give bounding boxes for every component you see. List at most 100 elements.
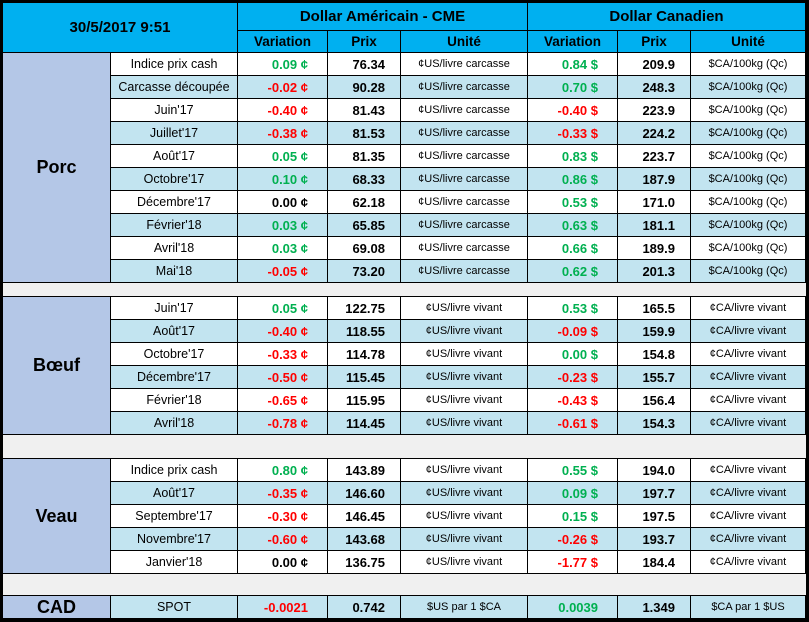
ca-variation: 0.84 $ xyxy=(528,53,618,76)
row-label: Novembre'17 xyxy=(111,528,238,551)
ca-price: 155.7 xyxy=(618,366,691,389)
ca-variation: 0.53 $ xyxy=(528,191,618,214)
row-label: Juin'17 xyxy=(111,297,238,320)
ca-unit: ¢CA/livre vivant xyxy=(691,320,806,343)
ca-price: 154.8 xyxy=(618,343,691,366)
ca-unit: ¢CA/livre vivant xyxy=(691,551,806,574)
ca-variation: 0.86 $ xyxy=(528,168,618,191)
us-price: 73.20 xyxy=(328,260,401,283)
ca-variation: -0.43 $ xyxy=(528,389,618,412)
ca-unit: $CA/100kg (Qc) xyxy=(691,168,806,191)
section-gap xyxy=(3,574,806,596)
section-label: Veau xyxy=(3,459,111,574)
us-price: 68.33 xyxy=(328,168,401,191)
ca-unit: $CA/100kg (Qc) xyxy=(691,145,806,168)
row-label: Avril'18 xyxy=(111,237,238,260)
us-variation: -0.78 ¢ xyxy=(238,412,328,435)
us-unit: ¢US/livre vivant xyxy=(401,528,528,551)
row-label: Décembre'17 xyxy=(111,191,238,214)
us-unit: ¢US/livre vivant xyxy=(401,505,528,528)
ca-variation: 0.15 $ xyxy=(528,505,618,528)
us-unit: ¢US/livre carcasse xyxy=(401,168,528,191)
cad-variation-col-header: Variation xyxy=(528,31,618,53)
us-unit: ¢US/livre vivant xyxy=(401,389,528,412)
ca-price: 184.4 xyxy=(618,551,691,574)
us-price: 69.08 xyxy=(328,237,401,260)
us-variation: 0.80 ¢ xyxy=(238,459,328,482)
ca-price: 171.0 xyxy=(618,191,691,214)
ca-price: 187.9 xyxy=(618,168,691,191)
usd-variation-col-header: Variation xyxy=(238,31,328,53)
ca-price: 193.7 xyxy=(618,528,691,551)
ca-variation: -0.61 $ xyxy=(528,412,618,435)
us-price: 0.742 xyxy=(328,596,401,619)
row-label: Octobre'17 xyxy=(111,168,238,191)
ca-variation: 0.53 $ xyxy=(528,297,618,320)
ca-variation: 0.66 $ xyxy=(528,237,618,260)
ca-price: 156.4 xyxy=(618,389,691,412)
us-variation: -0.35 ¢ xyxy=(238,482,328,505)
us-unit: ¢US/livre vivant xyxy=(401,459,528,482)
us-variation: -0.33 ¢ xyxy=(238,343,328,366)
row-label: Indice prix cash xyxy=(111,53,238,76)
us-variation: 0.03 ¢ xyxy=(238,237,328,260)
us-unit: ¢US/livre carcasse xyxy=(401,99,528,122)
row-label: SPOT xyxy=(111,596,238,619)
us-unit: ¢US/livre vivant xyxy=(401,366,528,389)
section-veau: Veau Indice prix cash 0.80 ¢ 143.89 ¢US/livr… xyxy=(3,459,806,574)
ca-variation: 0.09 $ xyxy=(528,482,618,505)
us-variation: -0.50 ¢ xyxy=(238,366,328,389)
us-variation: -0.05 ¢ xyxy=(238,260,328,283)
us-variation: 0.10 ¢ xyxy=(238,168,328,191)
row-label: Juillet'17 xyxy=(111,122,238,145)
section-gap xyxy=(3,283,806,297)
row-label: Mai'18 xyxy=(111,260,238,283)
us-unit: ¢US/livre vivant xyxy=(401,482,528,505)
row-label: Février'18 xyxy=(111,214,238,237)
us-price: 81.53 xyxy=(328,122,401,145)
ca-unit: ¢CA/livre vivant xyxy=(691,482,806,505)
ca-variation: 0.55 $ xyxy=(528,459,618,482)
ca-unit: ¢CA/livre vivant xyxy=(691,528,806,551)
ca-unit: ¢CA/livre vivant xyxy=(691,389,806,412)
ca-unit: $CA/100kg (Qc) xyxy=(691,214,806,237)
us-price: 143.89 xyxy=(328,459,401,482)
ca-unit: ¢CA/livre vivant xyxy=(691,366,806,389)
ca-price: 159.9 xyxy=(618,320,691,343)
us-variation: -0.40 ¢ xyxy=(238,99,328,122)
section-cad: CAD SPOT -0.0021 0.742 $US par 1 $CA 0.0039 1.… xyxy=(3,596,806,619)
us-variation: 0.03 ¢ xyxy=(238,214,328,237)
us-price: 81.43 xyxy=(328,99,401,122)
us-price: 62.18 xyxy=(328,191,401,214)
row-label: Janvier'18 xyxy=(111,551,238,574)
ca-unit: ¢CA/livre vivant xyxy=(691,297,806,320)
section-gap xyxy=(3,435,806,459)
us-unit: ¢US/livre carcasse xyxy=(401,53,528,76)
ca-variation: -0.40 $ xyxy=(528,99,618,122)
us-price: 146.45 xyxy=(328,505,401,528)
us-variation: 0.00 ¢ xyxy=(238,551,328,574)
ca-price: 209.9 xyxy=(618,53,691,76)
row-label: Septembre'17 xyxy=(111,505,238,528)
report-datetime: 30/5/2017 9:51 xyxy=(3,3,238,53)
us-unit: ¢US/livre carcasse xyxy=(401,191,528,214)
us-variation: -0.0021 xyxy=(238,596,328,619)
ca-price: 223.9 xyxy=(618,99,691,122)
us-price: 115.45 xyxy=(328,366,401,389)
row-label: Août'17 xyxy=(111,320,238,343)
cad-prix-col-header: Prix xyxy=(618,31,691,53)
ca-unit: $CA/100kg (Qc) xyxy=(691,122,806,145)
ca-price: 189.9 xyxy=(618,237,691,260)
ca-unit: ¢CA/livre vivant xyxy=(691,505,806,528)
ca-price: 181.1 xyxy=(618,214,691,237)
us-unit: ¢US/livre vivant xyxy=(401,297,528,320)
ca-price: 194.0 xyxy=(618,459,691,482)
ca-variation: 0.0039 xyxy=(528,596,618,619)
us-variation: -0.65 ¢ xyxy=(238,389,328,412)
cad-group-header: Dollar Canadien xyxy=(528,3,806,31)
ca-unit: $CA/100kg (Qc) xyxy=(691,237,806,260)
us-variation: -0.40 ¢ xyxy=(238,320,328,343)
us-price: 136.75 xyxy=(328,551,401,574)
row-label: Avril'18 xyxy=(111,412,238,435)
usd-group-header: Dollar Américain - CME xyxy=(238,3,528,31)
